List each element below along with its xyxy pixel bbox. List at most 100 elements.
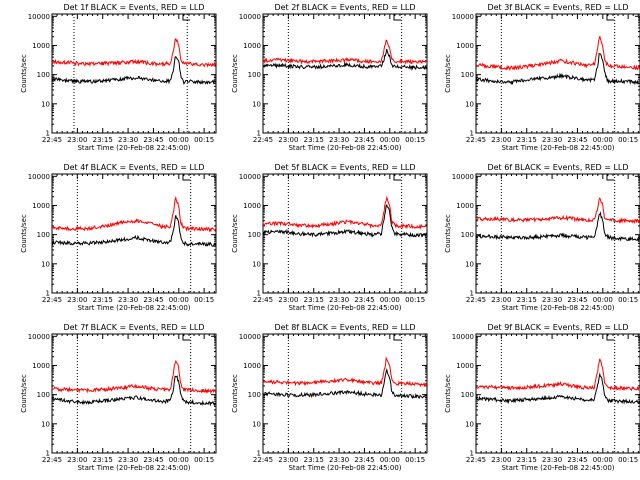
y-tick-label: 10 — [252, 260, 261, 268]
x-tick-label: 00:15 — [618, 456, 638, 464]
x-tick-label: 23:30 — [118, 136, 138, 144]
y-tick-label: 10 — [465, 420, 474, 428]
x-tick-label: 22:45 — [42, 296, 62, 304]
events-series-line — [51, 215, 217, 247]
x-tick-label: 23:45 — [567, 136, 587, 144]
detector-panel: Det 1f BLACK = Events, RED = LLD 22:45 23:… — [20, 3, 217, 152]
y-axis-title: Counts/sec — [231, 54, 239, 93]
events-series-line — [262, 204, 427, 238]
x-tick-label: 23:15 — [93, 136, 113, 144]
x-tick-label: 23:30 — [118, 456, 138, 464]
y-tick-label: 10000 — [452, 173, 474, 181]
y-tick-label: 1 — [470, 450, 474, 458]
y-tick-label: 100 — [248, 71, 261, 79]
x-tick-label: 23:15 — [304, 296, 324, 304]
detector-panel: Det 3f BLACK = Events, RED = LLD 22:45 23:… — [444, 3, 640, 152]
y-tick-label: 10 — [465, 100, 474, 108]
plot-frame — [262, 13, 428, 134]
panel-title: Det 1f BLACK = Events, RED = LLD — [63, 3, 204, 12]
x-tick-label: 23:15 — [93, 456, 113, 464]
y-axis-title: Counts/sec — [20, 374, 28, 413]
events-series-line — [475, 211, 640, 243]
x-tick-label: 00:00 — [593, 456, 613, 464]
events-series-line — [475, 53, 640, 86]
detector-panel: Det 2f BLACK = Events, RED = LLD 22:45 23:… — [231, 3, 428, 152]
x-tick-label: 23:00 — [278, 136, 298, 144]
y-tick-label: 1 — [257, 290, 261, 298]
corner-marker — [606, 334, 614, 341]
corner-marker — [393, 14, 401, 21]
y-axis-title: Counts/sec — [444, 214, 452, 253]
y-tick-label: 10 — [252, 420, 261, 428]
x-tick-label: 23:45 — [354, 456, 374, 464]
x-tick-label: 23:00 — [67, 136, 87, 144]
x-tick-label: 23:15 — [304, 136, 324, 144]
x-tick-label: 23:00 — [491, 296, 511, 304]
events-series-line — [51, 375, 217, 407]
x-tick-label: 23:15 — [304, 456, 324, 464]
x-tick-label: 23:15 — [517, 296, 537, 304]
y-tick-label: 1 — [257, 450, 261, 458]
y-tick-label: 100 — [461, 71, 474, 79]
y-tick-label: 10000 — [452, 333, 474, 341]
x-tick-label: 00:15 — [405, 456, 425, 464]
detector-panel: Det 6f BLACK = Events, RED = LLD 22:45 23:… — [444, 163, 640, 312]
y-tick-label: 1 — [470, 290, 474, 298]
panel-title: Det 7f BLACK = Events, RED = LLD — [63, 323, 204, 332]
y-axis-title: Counts/sec — [231, 374, 239, 413]
plot-frame — [51, 13, 217, 134]
y-tick-label: 1000 — [32, 202, 50, 210]
y-tick-label: 1 — [46, 450, 50, 458]
y-tick-label: 1 — [257, 130, 261, 138]
x-tick-label: 00:15 — [194, 136, 214, 144]
corner-marker — [182, 174, 190, 181]
lld-series-line — [51, 37, 217, 68]
y-axis-title: Counts/sec — [20, 214, 28, 253]
x-tick-label: 23:15 — [517, 456, 537, 464]
x-tick-label: 23:45 — [567, 296, 587, 304]
y-axis-title: Counts/sec — [444, 54, 452, 93]
x-tick-label: 23:15 — [93, 296, 113, 304]
x-tick-label: 00:15 — [194, 456, 214, 464]
x-axis-title: Start Time (20-Feb-08 22:45:00) — [288, 144, 401, 152]
y-tick-label: 10000 — [452, 13, 474, 21]
panel-title: Det 5f BLACK = Events, RED = LLD — [274, 163, 415, 172]
detector-panel: Det 4f BLACK = Events, RED = LLD 22:45 23:… — [20, 163, 217, 312]
y-tick-label: 1000 — [243, 202, 261, 210]
y-tick-label: 1000 — [32, 42, 50, 50]
x-axis-title: Start Time (20-Feb-08 22:45:00) — [288, 304, 401, 312]
x-tick-label: 23:30 — [542, 456, 562, 464]
x-tick-label: 23:45 — [143, 296, 163, 304]
x-tick-label: 00:00 — [169, 136, 189, 144]
lld-series-line — [262, 195, 427, 230]
detector-panel: Det 9f BLACK = Events, RED = LLD 22:45 23:… — [444, 323, 640, 472]
x-axis-title: Start Time (20-Feb-08 22:45:00) — [501, 144, 614, 152]
x-tick-label: 23:30 — [329, 296, 349, 304]
x-tick-label: 22:45 — [466, 456, 486, 464]
x-tick-label: 00:15 — [618, 296, 638, 304]
x-tick-label: 23:30 — [329, 456, 349, 464]
x-tick-label: 22:45 — [42, 456, 62, 464]
detector-panel: Det 8f BLACK = Events, RED = LLD 22:45 23:… — [231, 323, 428, 472]
x-tick-label: 23:30 — [542, 296, 562, 304]
lld-series-line — [475, 197, 640, 224]
panel-title: Det 2f BLACK = Events, RED = LLD — [274, 3, 415, 12]
x-tick-label: 23:00 — [278, 456, 298, 464]
x-tick-label: 23:45 — [567, 456, 587, 464]
x-tick-label: 23:30 — [542, 136, 562, 144]
x-tick-label: 23:30 — [118, 296, 138, 304]
plot-frame — [475, 173, 640, 294]
detector-panel: Det 5f BLACK = Events, RED = LLD 22:45 23:… — [231, 163, 428, 312]
events-series-line — [262, 367, 428, 400]
corner-marker — [393, 334, 401, 341]
x-tick-label: 00:15 — [405, 296, 425, 304]
y-tick-label: 1000 — [32, 362, 50, 370]
panel-title: Det 8f BLACK = Events, RED = LLD — [274, 323, 415, 332]
y-tick-label: 1000 — [456, 202, 474, 210]
x-tick-label: 00:00 — [380, 456, 400, 464]
events-series-line — [51, 55, 217, 85]
y-tick-label: 100 — [37, 71, 50, 79]
y-axis-title: Counts/sec — [20, 54, 28, 93]
